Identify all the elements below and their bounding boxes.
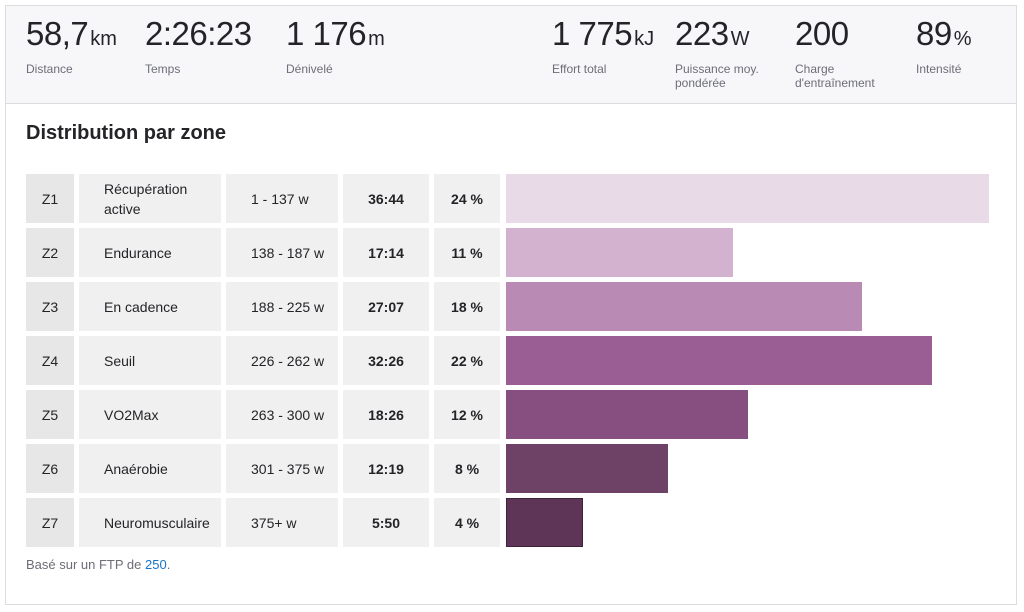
zone-row: Z3 En cadence 188 - 225 w 27:07 18 %	[26, 282, 990, 331]
zone-row: Z2 Endurance 138 - 187 w 17:14 11 %	[26, 228, 990, 277]
stat-distance-value: 58,7	[26, 15, 89, 52]
stat-denivele: 1 176 m Dénivelé	[286, 15, 385, 77]
stat-intensite: 89% Intensité	[916, 15, 972, 77]
zone-name: Endurance	[79, 228, 221, 277]
summary-stats-bar: 58,7 km Distance 2:26:23 Temps 1 176 m Dén…	[6, 6, 1016, 104]
zone-name: Neuromusculaire	[79, 498, 221, 547]
stat-puissance-unit: W	[730, 28, 750, 50]
zone-bar	[506, 228, 733, 277]
stat-effort-unit: kJ	[634, 28, 655, 50]
stat-effort-label: Effort total	[552, 62, 607, 76]
zone-row: Z7 Neuromusculaire 375+ w 5:50 4 %	[26, 498, 990, 547]
stat-distance-label: Distance	[26, 62, 73, 76]
zone-name: Anaérobie	[79, 444, 221, 493]
stat-intensite-label: Intensité	[916, 62, 962, 76]
stat-intensite-value: 89	[916, 15, 952, 52]
stat-effort-value: 1 775	[552, 15, 633, 52]
stat-temps-label: Temps	[145, 62, 181, 76]
ftp-footnote: Basé sur un FTP de 250.	[26, 557, 170, 572]
zone-label: Z3	[26, 282, 74, 331]
zone-label: Z2	[26, 228, 74, 277]
footnote-suffix: .	[166, 557, 171, 572]
zone-name: En cadence	[79, 282, 221, 331]
stat-charge-entrainement: 200 Charge d'entraînement	[795, 15, 905, 91]
zone-label: Z4	[26, 336, 74, 385]
zone-name: VO2Max	[79, 390, 221, 439]
zone-power-range: 138 - 187 w	[226, 228, 338, 277]
zone-label: Z5	[26, 390, 74, 439]
activity-analysis-panel: 58,7 km Distance 2:26:23 Temps 1 176 m Dén…	[5, 5, 1017, 605]
zone-bar	[506, 498, 583, 547]
zone-name: Seuil	[79, 336, 221, 385]
zone-power-range: 188 - 225 w	[226, 282, 338, 331]
zone-percent: 12 %	[434, 390, 500, 439]
zone-row: Z1 Récupération active 1 - 137 w 36:44 24 %	[26, 174, 990, 223]
zone-time: 18:26	[343, 390, 429, 439]
zone-label: Z1	[26, 174, 74, 223]
zone-time: 12:19	[343, 444, 429, 493]
stat-intensite-unit: %	[953, 28, 972, 50]
zone-percent: 11 %	[434, 228, 500, 277]
stat-denivele-label: Dénivelé	[286, 62, 333, 76]
zone-time: 32:26	[343, 336, 429, 385]
zone-row: Z6 Anaérobie 301 - 375 w 12:19 8 %	[26, 444, 990, 493]
stat-charge-label: Charge d'entraînement	[795, 62, 875, 90]
zone-label: Z6	[26, 444, 74, 493]
stat-distance: 58,7 km Distance	[26, 15, 117, 77]
stat-denivele-unit: m	[368, 28, 385, 50]
stat-distance-unit: km	[90, 28, 117, 50]
zone-percent: 24 %	[434, 174, 500, 223]
stat-denivele-value: 1 176	[286, 15, 367, 52]
zone-row: Z4 Seuil 226 - 262 w 32:26 22 %	[26, 336, 990, 385]
zone-label: Z7	[26, 498, 74, 547]
stat-puissance-value: 223	[675, 15, 729, 52]
zone-time: 36:44	[343, 174, 429, 223]
ftp-value-link[interactable]: 250	[145, 557, 167, 572]
zone-percent: 4 %	[434, 498, 500, 547]
zone-time: 5:50	[343, 498, 429, 547]
zone-bar	[506, 336, 932, 385]
stat-temps: 2:26:23 Temps	[145, 15, 252, 77]
zone-bar	[506, 444, 668, 493]
stat-charge-value: 200	[795, 15, 849, 52]
zone-percent: 22 %	[434, 336, 500, 385]
zone-percent: 18 %	[434, 282, 500, 331]
zone-time: 17:14	[343, 228, 429, 277]
zone-row: Z5 VO2Max 263 - 300 w 18:26 12 %	[26, 390, 990, 439]
zone-percent: 8 %	[434, 444, 500, 493]
zone-bar	[506, 390, 748, 439]
zone-bar	[506, 282, 862, 331]
stat-temps-value: 2:26:23	[145, 15, 252, 52]
stat-puissance-label: Puissance moy. pondérée	[675, 62, 759, 90]
section-title: Distribution par zone	[26, 122, 226, 144]
footnote-prefix: Basé sur un FTP de	[26, 557, 145, 572]
stat-puissance-ponderee: 223 W Puissance moy. pondérée	[675, 15, 785, 91]
zone-power-range: 263 - 300 w	[226, 390, 338, 439]
zone-power-range: 375+ w	[226, 498, 338, 547]
zone-power-range: 301 - 375 w	[226, 444, 338, 493]
zone-power-range: 226 - 262 w	[226, 336, 338, 385]
zone-name: Récupération active	[79, 174, 221, 223]
zone-bar	[506, 174, 989, 223]
stat-effort-total: 1 775 kJ Effort total	[552, 15, 655, 77]
zone-power-range: 1 - 137 w	[226, 174, 338, 223]
zone-time: 27:07	[343, 282, 429, 331]
